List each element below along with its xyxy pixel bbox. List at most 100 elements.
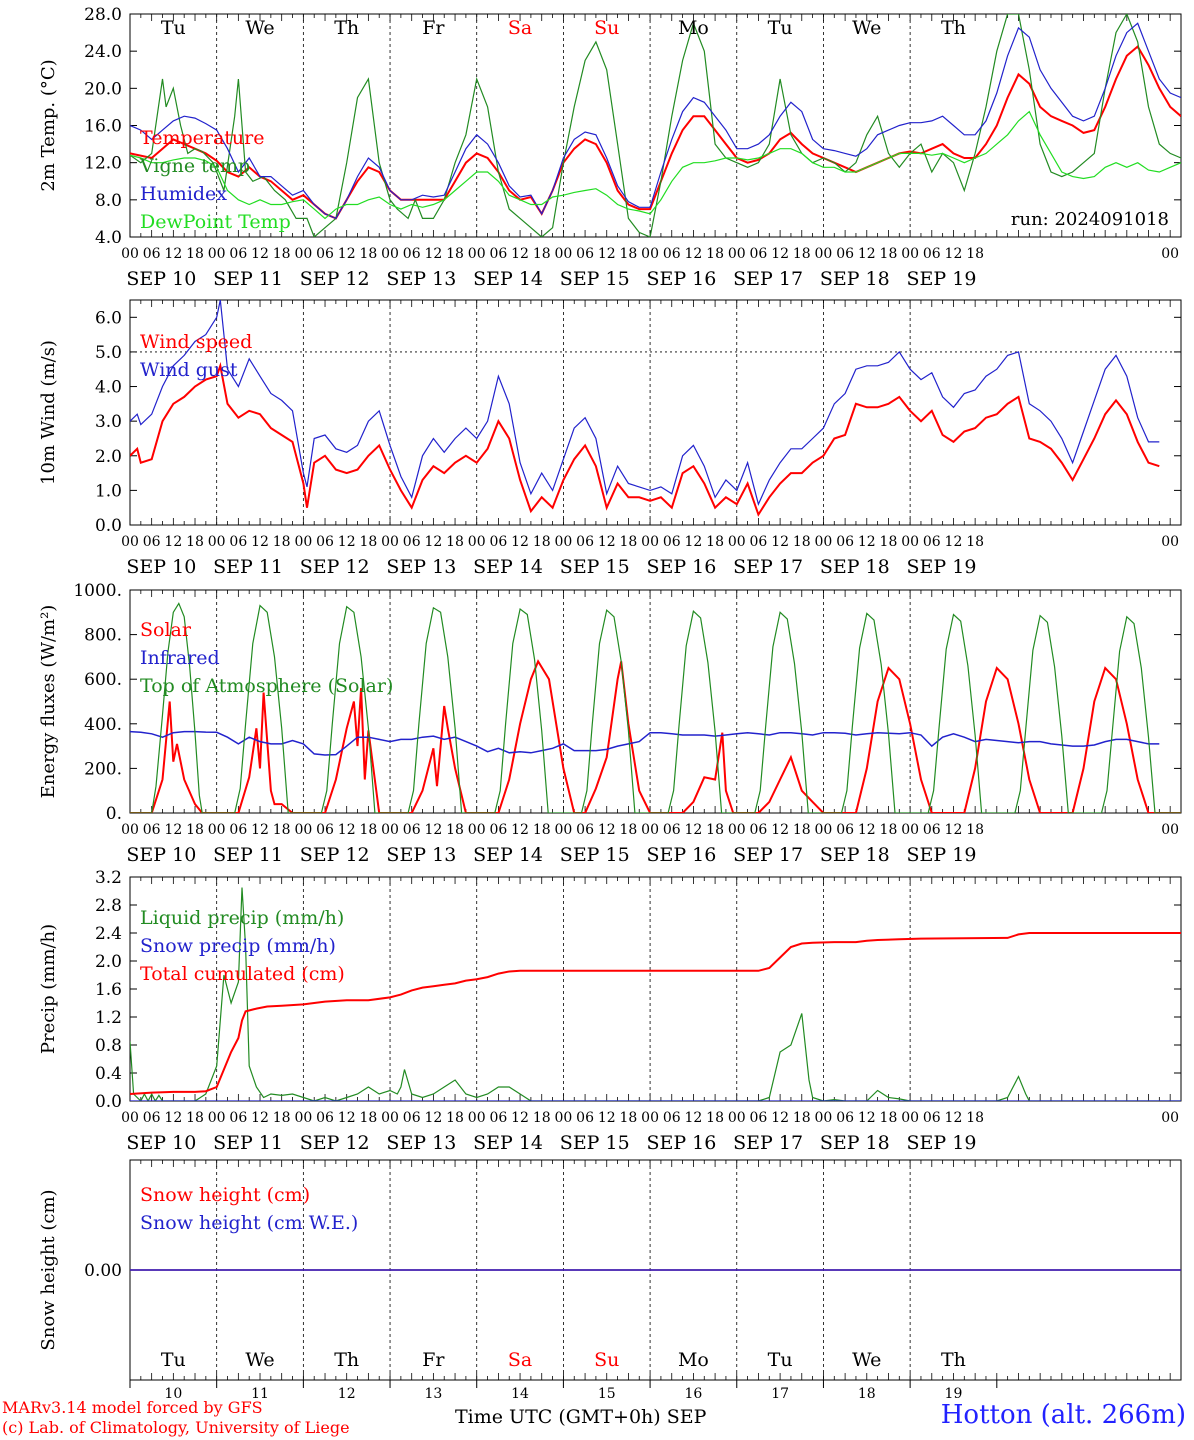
energy-hour-label: 12 [164,822,182,838]
energy-hour-label: 18 [533,822,551,838]
wind-series-wind-speed [130,361,1160,517]
precip-y-tick-label: 1.6 [95,980,122,1000]
temp-hour-label: 12 [945,246,963,262]
wind-hour-label: 12 [251,534,269,550]
day-name: Th [941,17,966,39]
bottom-day-number: 19 [945,1386,963,1402]
energy-hour-label: 18 [273,822,291,838]
precip-hour-label: 18 [966,1110,984,1126]
temp-hour-label: 18 [446,246,464,262]
temp-y-tick-label: 24.0 [84,42,122,62]
energy-date-label: SEP 10 [126,844,196,866]
bottom-day-name: Su [594,1349,619,1371]
precip-hour-label: 18 [793,1110,811,1126]
temp-hour-label: 06 [750,246,768,262]
energy-hour-label: 12 [251,822,269,838]
precip-hour-label: 00 [815,1110,833,1126]
energy-y-axis-label: Energy fluxes (W/m²) [38,605,59,799]
temp-y-axis-label: 2m Temp. (°C) [38,59,59,191]
temp-series-vigne-temp [130,14,1181,237]
day-name: Tu [161,17,186,39]
wind-y-tick-label: 1.0 [95,481,122,501]
precip-hour-label: 06 [836,1110,854,1126]
energy-date-label: SEP 17 [733,844,803,866]
wind-date-label: SEP 12 [300,556,370,578]
temp-hour-label: 00 [815,246,833,262]
snow-y-tick-label: 0.00 [84,1261,122,1281]
precip-hour-label: 00 [901,1110,919,1126]
temp-hour-label: 00 [901,246,919,262]
energy-hour-label: 18 [793,822,811,838]
precip-date-label: SEP 13 [386,1132,456,1154]
temp-hour-label: 18 [619,246,637,262]
precip-hour-label: 18 [533,1110,551,1126]
temp-hour-label: 18 [186,246,204,262]
wind-date-label: SEP 13 [386,556,456,578]
precip-date-label: SEP 14 [473,1132,543,1154]
wind-y-tick-label: 3.0 [95,412,122,432]
energy-hour-label: 06 [836,822,854,838]
energy-y-tick-label: 600. [84,670,122,690]
wind-hour-label: 06 [229,534,247,550]
precip-date-label: SEP 15 [560,1132,630,1154]
energy-hour-label: 06 [229,822,247,838]
bottom-day-name: Mo [678,1349,709,1371]
energy-hour-label: 06 [316,822,334,838]
wind-hour-label: 18 [619,534,637,550]
temp-hour-label: 00 [1161,246,1179,262]
wind-hour-label: 00 [641,534,659,550]
precip-y-tick-label: 0.0 [95,1092,122,1112]
temp-date-label: SEP 19 [907,268,977,290]
energy-hour-label: 06 [923,822,941,838]
energy-hour-label: 06 [576,822,594,838]
energy-date-label: SEP 19 [907,844,977,866]
wind-hour-label: 18 [706,534,724,550]
energy-hour-label: 18 [619,822,637,838]
wind-hour-label: 00 [815,534,833,550]
wind-hour-label: 06 [143,534,161,550]
energy-y-tick-label: 1000. [73,581,122,601]
energy-date-label: SEP 15 [560,844,630,866]
wind-hour-label: 12 [598,534,616,550]
precip-y-tick-label: 3.2 [95,868,122,888]
temp-date-label: SEP 12 [300,268,370,290]
wind-y-tick-label: 0.0 [95,516,122,536]
temp-date-label: SEP 17 [733,268,803,290]
wind-y-tick-label: 5.0 [95,343,122,363]
energy-legend-entry: Solar [140,619,192,641]
precip-y-axis-label: Precip (mm/h) [38,924,59,1054]
temp-hour-label: 06 [143,246,161,262]
wind-hour-label: 06 [576,534,594,550]
energy-date-label: SEP 11 [213,844,283,866]
precip-hour-label: 00 [1161,1110,1179,1126]
energy-hour-label: 12 [338,822,356,838]
wind-hour-label: 00 [294,534,312,550]
wind-hour-label: 18 [880,534,898,550]
bottom-day-number: 13 [424,1386,442,1402]
energy-hour-label: 12 [424,822,442,838]
precip-date-label: SEP 16 [646,1132,716,1154]
wind-hour-label: 00 [1161,534,1179,550]
energy-hour-label: 00 [381,822,399,838]
wind-date-label: SEP 10 [126,556,196,578]
precip-hour-label: 12 [164,1110,182,1126]
snow-legend-entry: Snow height (cm) [140,1184,310,1206]
bottom-day-number: 18 [858,1386,876,1402]
precip-hour-label: 18 [706,1110,724,1126]
precip-hour-label: 00 [121,1110,139,1126]
precip-hour-label: 12 [685,1110,703,1126]
wind-hour-label: 12 [338,534,356,550]
temp-hour-label: 00 [468,246,486,262]
temp-hour-label: 06 [923,246,941,262]
bottom-day-number: 10 [164,1386,182,1402]
day-name: Mo [678,17,709,39]
precip-hour-label: 00 [381,1110,399,1126]
temp-legend-entry: Humidex [140,183,227,205]
energy-hour-label: 00 [121,822,139,838]
day-name: Th [334,17,359,39]
precip-hour-label: 06 [576,1110,594,1126]
temp-hour-label: 18 [359,246,377,262]
energy-hour-label: 06 [403,822,421,838]
precip-hour-label: 06 [403,1110,421,1126]
energy-date-label: SEP 14 [473,844,543,866]
